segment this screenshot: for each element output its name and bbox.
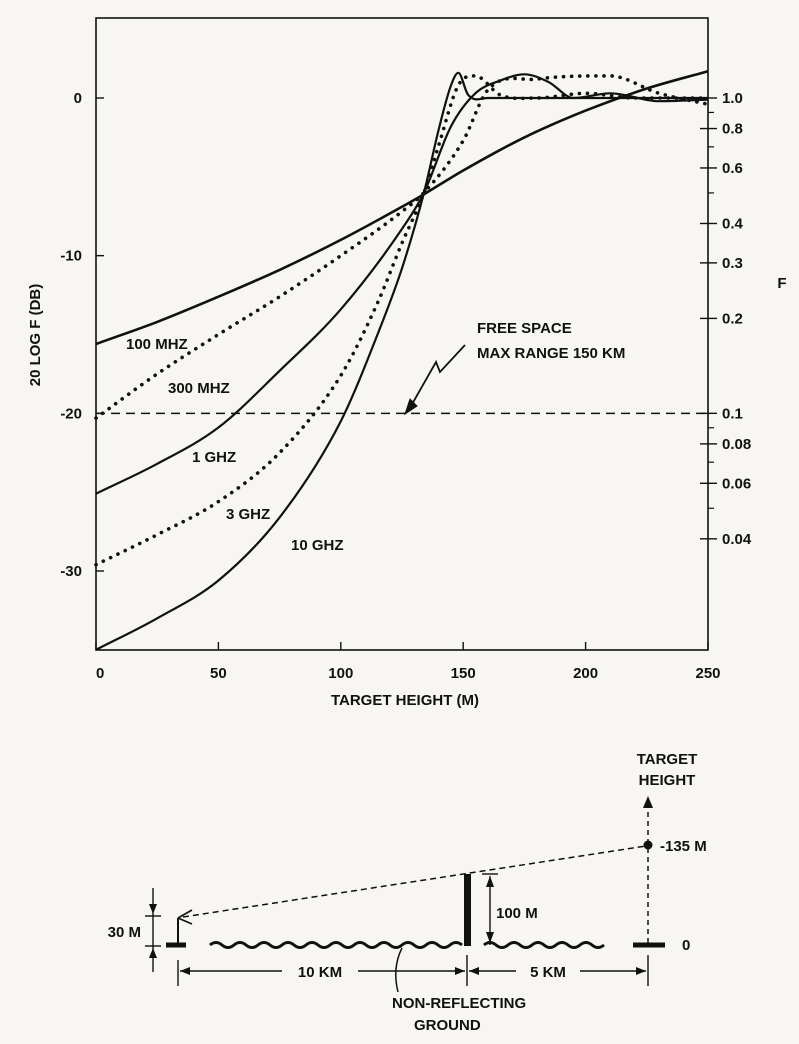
ground-leader-line — [395, 947, 403, 993]
axis-ticks: 0 50 100 150 200 250 0 -10 -20 -30 1.0 0.8 0.6 0.4 0.3… — [60, 90, 752, 682]
distance-arrow-1-left — [180, 967, 190, 975]
annotation-arrowhead — [404, 398, 418, 416]
right-tick-label: 0.06 — [722, 475, 751, 492]
x-tick-label: 250 — [695, 665, 720, 682]
series-line-1-ghz — [95, 73, 709, 495]
series-label-3ghz: 3 GHZ — [226, 506, 270, 523]
right-tick-label: 0.3 — [722, 255, 743, 272]
right-axis-label: F — [777, 275, 786, 292]
plot-frame — [95, 17, 709, 651]
annotation-free-space: FREE SPACE — [477, 320, 572, 337]
x-axis-label: TARGET HEIGHT (M) — [331, 692, 479, 709]
antenna-dimension-arrow-down — [149, 904, 157, 914]
obstacle-ridge — [464, 874, 471, 946]
x-tick-label: 200 — [573, 665, 598, 682]
x-tick-label: 150 — [451, 665, 476, 682]
distance-label-2: 5 KM — [530, 964, 566, 981]
antenna-height-label: 30 M — [108, 924, 141, 941]
right-tick-label: 0.08 — [722, 436, 751, 453]
target-height-label-1: TARGET — [637, 751, 698, 768]
y-tick-label: 0 — [74, 90, 82, 107]
right-tick-label: 0.8 — [722, 121, 743, 138]
right-tick-label: 0.6 — [722, 160, 743, 177]
right-tick-label: 0.2 — [722, 310, 743, 327]
target-point — [643, 840, 653, 850]
geometry-diagram: TARGET HEIGHT -135 M 0 30 M 100 M — [108, 751, 707, 1034]
ground-label-2: GROUND — [414, 1017, 481, 1034]
x-tick-label: 50 — [210, 665, 227, 682]
right-tick-label: 0.4 — [722, 215, 744, 232]
distance-arrow-2-left — [469, 967, 479, 975]
series-label-100mhz: 100 MHZ — [126, 336, 188, 353]
non-reflecting-ground — [209, 941, 605, 949]
series-line-300-mhz — [94, 74, 710, 420]
antenna-arrowhead — [177, 909, 193, 925]
y-tick-label: -20 — [60, 405, 82, 422]
y-axis-label: 20 LOG F (DB) — [27, 284, 44, 387]
series-label-10ghz: 10 GHZ — [291, 537, 344, 554]
line-of-sight-ray — [182, 845, 647, 918]
annotation-max-range: MAX RANGE 150 KM — [477, 345, 625, 362]
x-tick-label: 100 — [328, 665, 353, 682]
right-tick-label: 1.0 — [722, 90, 743, 107]
annotation-arrow — [410, 344, 466, 407]
distance-arrow-1-right — [455, 967, 465, 975]
y-tick-label: -30 — [60, 563, 82, 580]
target-value-label: -135 M — [660, 838, 707, 855]
right-tick-label: 0.04 — [722, 531, 752, 548]
target-height-label-2: HEIGHT — [639, 772, 696, 789]
series-line-3-ghz — [94, 74, 710, 567]
zero-label: 0 — [682, 937, 690, 954]
y-tick-label: -10 — [60, 248, 82, 265]
obstacle-dimension-arrow-down — [486, 932, 494, 943]
ground-label-1: NON-REFLECTING — [392, 995, 526, 1012]
series-label-1ghz: 1 GHZ — [192, 449, 236, 466]
series-line-10-ghz — [95, 71, 708, 651]
target-up-arrow — [643, 796, 653, 808]
series-label-300mhz: 300 MHZ — [168, 380, 230, 397]
obstacle-height-label: 100 M — [496, 905, 538, 922]
right-tick-label: 0.1 — [722, 405, 743, 422]
antenna-dimension-arrow-up — [149, 948, 157, 958]
distance-arrow-2-right — [636, 967, 646, 975]
chart: 0 50 100 150 200 250 0 -10 -20 -30 1.0 0.8 0.6 0.4 0.3… — [27, 17, 787, 709]
obstacle-dimension-arrow-up — [486, 876, 494, 887]
distance-label-1: 10 KM — [298, 964, 342, 981]
series-group — [94, 69, 710, 651]
series-line-100-mhz — [95, 69, 709, 346]
x-tick-label: 0 — [96, 665, 104, 682]
